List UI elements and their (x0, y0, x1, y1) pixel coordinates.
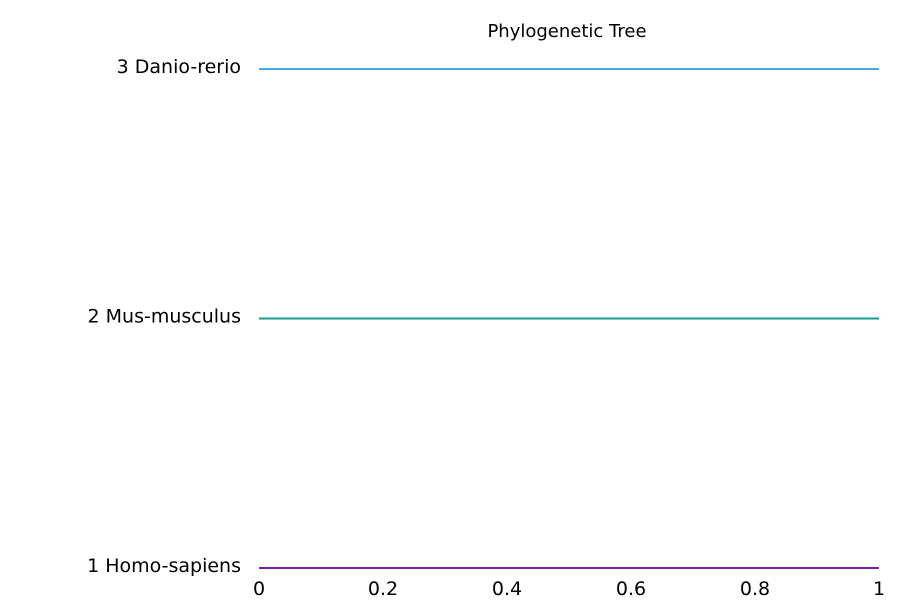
x-tick-label: 0.6 (616, 578, 646, 600)
x-tick-label: 0.4 (492, 578, 522, 600)
leaf-labels: 1 Homo-sapiens 2 Mus-musculus 3 Danio-reri… (87, 56, 241, 577)
chart-title: Phylogenetic Tree (487, 21, 646, 42)
x-axis-tick-labels: 0 0.2 0.4 0.6 0.8 1 (253, 578, 885, 600)
x-tick-label: 0.2 (368, 578, 398, 600)
x-tick-label: 1 (873, 578, 885, 600)
leaf-label-1: 1 Homo-sapiens (87, 555, 241, 577)
branch-lines (259, 68, 879, 569)
leaf-label-3: 3 Danio-rerio (117, 56, 241, 78)
leaf-label-2: 2 Mus-musculus (88, 306, 241, 328)
x-tick-label: 0.8 (740, 578, 770, 600)
x-tick-label: 0 (253, 578, 265, 600)
